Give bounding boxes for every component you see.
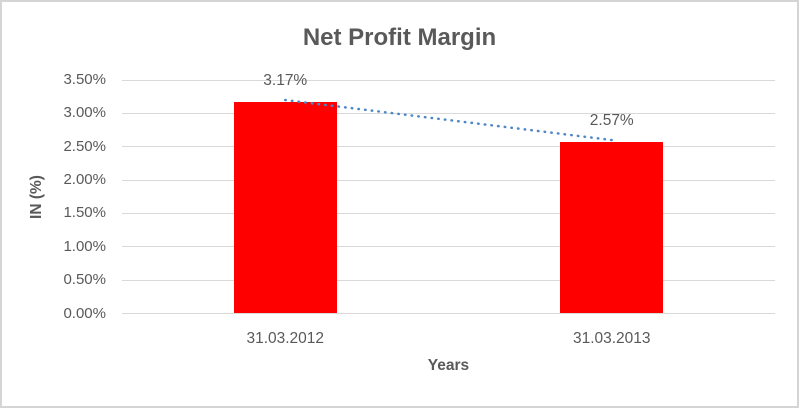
y-tick-label: 1.00% bbox=[63, 237, 106, 255]
x-tick-label: 31.03.2013 bbox=[572, 330, 651, 347]
x-tick-label: 31.03.2012 bbox=[246, 330, 325, 347]
y-tick-label: 2.50% bbox=[63, 137, 106, 155]
gridline bbox=[122, 279, 775, 281]
gridline bbox=[122, 212, 775, 214]
y-tick-label: 1.50% bbox=[63, 204, 106, 222]
y-tick-label: 2.00% bbox=[63, 171, 106, 189]
data-label: 3.17% bbox=[263, 72, 308, 90]
chart-title: Net Profit Margin bbox=[302, 24, 497, 51]
gridline bbox=[122, 79, 775, 81]
gridline bbox=[122, 246, 775, 248]
bar bbox=[560, 142, 664, 314]
gridline bbox=[122, 313, 775, 314]
y-tick-label: 0.00% bbox=[63, 304, 106, 322]
y-tick-label: 3.00% bbox=[63, 104, 106, 122]
x-axis-title: Years bbox=[427, 357, 470, 374]
data-label: 2.57% bbox=[589, 112, 634, 130]
y-tick-label: 0.50% bbox=[63, 271, 106, 289]
y-tick-label: 3.50% bbox=[63, 71, 106, 88]
gridline bbox=[122, 179, 775, 181]
gridline bbox=[122, 146, 775, 148]
gridline bbox=[122, 112, 775, 114]
bar bbox=[233, 102, 337, 314]
